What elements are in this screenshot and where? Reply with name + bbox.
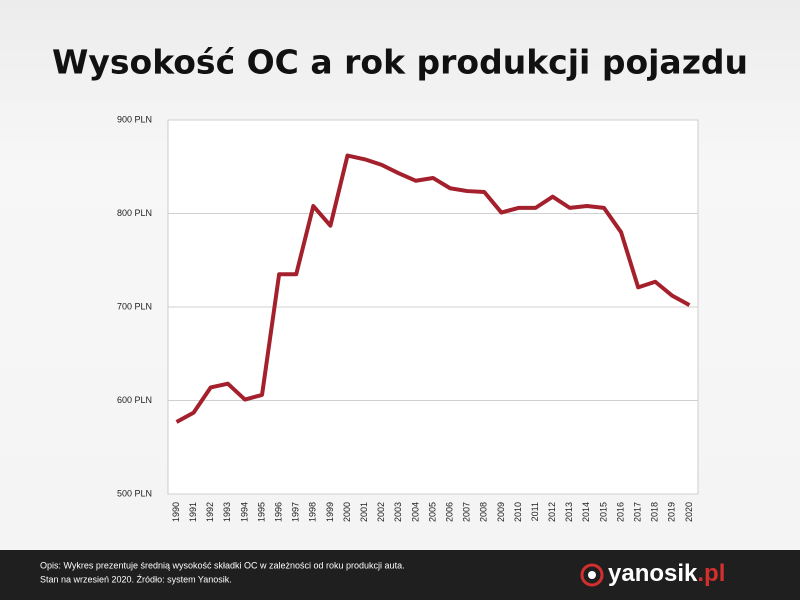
logo-icon xyxy=(588,571,596,579)
x-tick-label: 1998 xyxy=(308,502,318,522)
x-tick-label: 1995 xyxy=(256,502,266,522)
x-tick-label: 1996 xyxy=(274,502,284,522)
footer xyxy=(0,550,800,600)
x-tick-label: 2001 xyxy=(359,502,369,522)
x-tick-label: 2016 xyxy=(615,502,625,522)
x-tick-label: 2013 xyxy=(564,502,574,522)
y-tick-label: 800 PLN xyxy=(117,208,152,218)
x-tick-label: 2011 xyxy=(530,502,540,521)
y-tick-label: 900 PLN xyxy=(117,114,152,124)
x-tick-label: 2002 xyxy=(376,502,386,522)
logo-text: .pl xyxy=(697,560,725,587)
x-tick-label: 2004 xyxy=(410,502,420,522)
x-tick-label: 2017 xyxy=(633,502,643,522)
x-tick-label: 1997 xyxy=(291,502,301,522)
x-tick-label: 2019 xyxy=(667,502,677,522)
logo: yanosik.pl xyxy=(608,560,725,587)
y-tick-label: 700 PLN xyxy=(117,301,152,311)
x-tick-label: 2000 xyxy=(342,502,352,522)
x-tick-label: 2009 xyxy=(496,502,506,522)
y-tick-label: 500 PLN xyxy=(117,488,152,498)
x-tick-label: 2018 xyxy=(650,502,660,522)
x-tick-label: 2005 xyxy=(427,502,437,522)
x-tick-label: 1990 xyxy=(171,502,181,522)
footer-note: Stan na wrzesień 2020. Źródło: system Ya… xyxy=(40,574,232,584)
logo-icon xyxy=(580,563,604,587)
x-tick-label: 1992 xyxy=(205,502,215,522)
logo-text: yanosik xyxy=(608,560,698,587)
y-tick-label: 600 PLN xyxy=(117,395,152,405)
x-tick-label: 2015 xyxy=(598,502,608,522)
x-tick-label: 1999 xyxy=(325,502,335,522)
footer-note: Opis: Wykres prezentuje średnią wysokość… xyxy=(40,560,405,570)
x-tick-label: 2012 xyxy=(547,502,557,522)
x-tick-label: 2010 xyxy=(513,502,523,522)
x-tick-label: 2008 xyxy=(479,502,489,522)
x-tick-label: 2014 xyxy=(581,502,591,522)
chart-title: Wysokość OC a rok produkcji pojazdu xyxy=(52,43,748,82)
x-tick-label: 1994 xyxy=(239,502,249,522)
x-tick-label: 2006 xyxy=(444,502,454,522)
x-tick-label: 2003 xyxy=(393,502,403,522)
x-tick-label: 2007 xyxy=(462,502,472,522)
data-line xyxy=(175,153,691,424)
x-tick-label: 2020 xyxy=(684,502,694,522)
x-tick-label: 1993 xyxy=(222,502,232,522)
x-tick-label: 1991 xyxy=(188,502,198,522)
